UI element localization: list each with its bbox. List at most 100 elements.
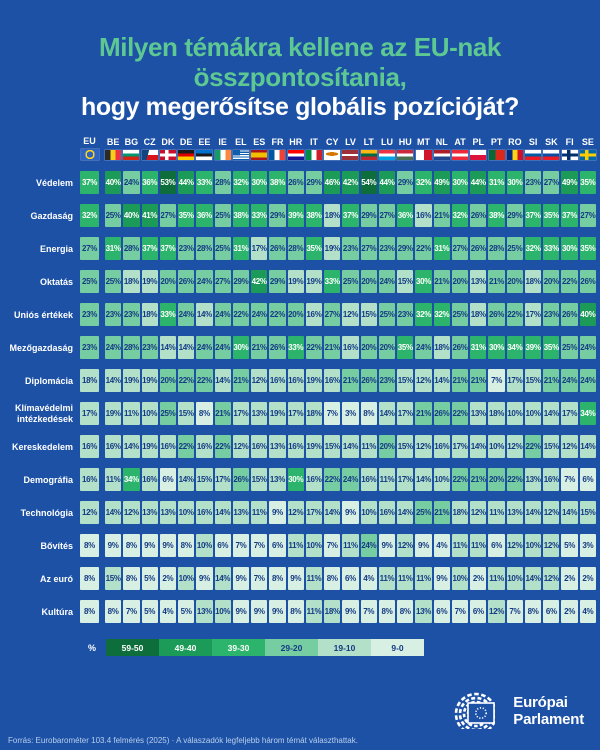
country-code-label: HU: [398, 136, 412, 147]
heatmap-table: EU BE BG CZ DK DE EE IE EL ES FR HR IT CY LV LT LU HU MT NL…: [6, 136, 596, 624]
heatmap-cell: 5%: [178, 600, 195, 624]
heatmap-cell: 12%: [415, 369, 432, 393]
heatmap-cell: 34%: [506, 336, 523, 360]
country-code-label: IT: [309, 136, 318, 147]
heatmap-cell: 44%: [378, 171, 396, 195]
legend-unit-label: %: [88, 642, 97, 653]
heatmap-cell: 42%: [251, 270, 268, 294]
heatmap-cell: 4%: [159, 600, 177, 624]
heatmap-cell: 11%: [415, 567, 432, 591]
heatmap-cell: 30%: [287, 468, 304, 492]
heatmap-cell: 10%: [506, 567, 523, 591]
heatmap-cell: 25%: [506, 237, 523, 261]
heatmap-cell: 10%: [433, 468, 450, 492]
heatmap-cell: 25%: [105, 270, 122, 294]
country-code-label: HR: [289, 136, 303, 147]
country-code-label: CZ: [143, 136, 156, 147]
heatmap-cell: 18%: [488, 402, 505, 426]
heatmap-cell: 14%: [105, 501, 122, 525]
heatmap-cell: 24%: [214, 303, 231, 327]
heatmap-cell: 35%: [543, 204, 560, 228]
heatmap-cell: 9%: [232, 600, 250, 624]
heatmap-cell: 22%: [506, 468, 523, 492]
heatmap-cell: 38%: [488, 204, 505, 228]
heatmap-cell: 13%: [470, 402, 487, 426]
heatmap-cell: 16%: [159, 435, 177, 459]
country-code-label: SI: [528, 136, 538, 147]
heatmap-cell: 21%: [433, 204, 450, 228]
heatmap-cell: 36%: [397, 204, 414, 228]
heatmap-cell: 40%: [579, 303, 596, 327]
heatmap-cell: 16%: [141, 468, 158, 492]
heatmap-cell: 3%: [579, 534, 596, 558]
heatmap-cell: 29%: [397, 237, 414, 261]
heatmap-cell: 35%: [178, 204, 195, 228]
heatmap-cell: 12%: [506, 534, 523, 558]
heatmap-cell: 10%: [488, 435, 505, 459]
heatmap-cell: 23%: [105, 303, 122, 327]
heatmap-cell: 9%: [105, 534, 122, 558]
column-header-hu: HU: [397, 136, 414, 160]
dk-flag-icon: [159, 149, 176, 160]
heatmap-cell: 28%: [488, 237, 505, 261]
heatmap-cell: 13%: [251, 402, 268, 426]
heatmap-cell: 11%: [123, 402, 140, 426]
heatmap-cell: 13%: [159, 501, 177, 525]
country-code-label: PL: [472, 136, 485, 147]
heatmap-cell: 14%: [579, 435, 596, 459]
heatmap-cell: 21%: [470, 369, 487, 393]
heatmap-cell: 5%: [561, 534, 578, 558]
heatmap-cell: 11%: [105, 468, 122, 492]
heatmap-cell: 21%: [214, 402, 231, 426]
row-label: Kereskedelem: [11, 441, 73, 452]
heatmap-cell: 5%: [141, 600, 158, 624]
heatmap-cell: 27%: [324, 303, 341, 327]
heatmap-cell: 6%: [342, 567, 359, 591]
heatmap-cell: 9%: [269, 600, 286, 624]
heatmap-cell: 16%: [378, 501, 396, 525]
heatmap-cell: 33%: [251, 204, 268, 228]
heatmap-cell: 17%: [524, 303, 542, 327]
heatmap-cell: 17%: [397, 402, 414, 426]
heatmap-cell: 13%: [232, 501, 250, 525]
country-code-label: SE: [581, 136, 594, 147]
heatmap-cell: 18%: [305, 402, 323, 426]
heatmap-cell: 9%: [342, 600, 359, 624]
heatmap-cell: 10%: [524, 402, 542, 426]
it-flag-icon: [305, 149, 322, 160]
mt-flag-icon: [415, 149, 432, 160]
row-label: Bővítés: [40, 540, 73, 551]
heatmap-cell: 13%: [141, 501, 158, 525]
heatmap-cell: 24%: [178, 303, 195, 327]
heatmap-cell: 10%: [141, 402, 158, 426]
lv-flag-icon: [342, 149, 359, 160]
heatmap-cell: 37%: [524, 204, 542, 228]
country-code-label: BG: [124, 136, 139, 147]
heatmap-cell: 35%: [543, 336, 560, 360]
heatmap-cell: 14%: [470, 435, 487, 459]
heatmap-cell: 10%: [178, 567, 195, 591]
heatmap-cell: 20%: [451, 270, 469, 294]
heatmap-cell: 20%: [360, 270, 377, 294]
heatmap-cell: 16%: [433, 435, 450, 459]
heatmap-cell: 11%: [488, 567, 505, 591]
heatmap-cell: 17%: [506, 369, 523, 393]
ro-flag-icon: [506, 149, 523, 160]
heatmap-cell: 32%: [433, 303, 450, 327]
heatmap-cell: 21%: [451, 369, 469, 393]
heatmap-cell: 24%: [123, 171, 140, 195]
country-code-label: AT: [454, 136, 466, 147]
heatmap-cell: 40%: [123, 204, 140, 228]
heatmap-cell: 38%: [232, 204, 250, 228]
heatmap-cell: 15%: [543, 435, 560, 459]
country-code-label: SK: [545, 136, 558, 147]
heatmap-cell: 2%: [561, 567, 578, 591]
heatmap-cell: 21%: [232, 369, 250, 393]
column-header-hr: HR: [287, 136, 304, 160]
heatmap-cell: 16%: [196, 435, 213, 459]
heatmap-cell: 15%: [251, 468, 268, 492]
heatmap-cell: 8%: [80, 600, 99, 624]
heatmap-cell: 22%: [561, 270, 578, 294]
row-label: Az euró: [39, 573, 73, 584]
heatmap-cell: 11%: [342, 534, 359, 558]
